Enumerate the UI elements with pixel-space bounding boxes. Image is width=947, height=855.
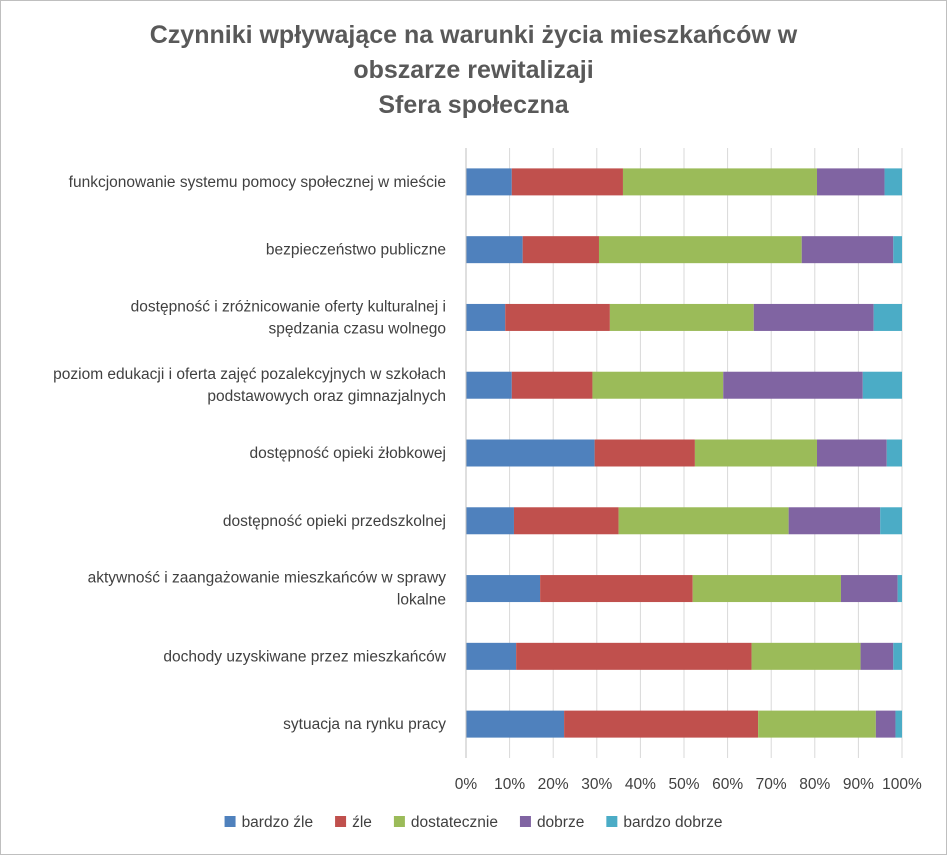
bar-segment-7-1 (516, 642, 752, 670)
x-tick-label: 40% (625, 776, 656, 793)
bar-segment-0-2 (622, 168, 817, 196)
category-label: podstawowych oraz gimnazjalnych (207, 388, 446, 405)
bar-segment-0-0 (466, 168, 512, 196)
bar-segment-7-3 (860, 642, 894, 670)
bar-segment-5-3 (788, 507, 881, 535)
x-tick-label: 10% (494, 776, 525, 793)
bar-segment-0-3 (816, 168, 885, 196)
bar-segment-4-1 (594, 439, 695, 467)
bar-segment-5-1 (513, 507, 619, 535)
bar-segment-2-1 (505, 303, 610, 331)
bar-segment-4-3 (816, 439, 887, 467)
chart-title-line-2: obszarze rewitalizaji (353, 56, 594, 84)
bar-segment-3-1 (511, 371, 593, 399)
legend-label: dobrze (537, 814, 584, 831)
x-tick-label: 80% (799, 776, 830, 793)
bar-segment-6-1 (540, 575, 693, 603)
bar-segment-5-4 (880, 507, 902, 535)
category-label: bezpieczeństwo publiczne (266, 242, 446, 259)
bar-segment-3-4 (862, 371, 902, 399)
legend-swatch (606, 816, 618, 827)
legend-swatch (393, 816, 405, 827)
bar-segment-6-0 (466, 575, 541, 603)
bar-segment-8-3 (875, 710, 896, 738)
legend-label: źle (352, 814, 372, 831)
legend-label: dostatecznie (411, 814, 498, 831)
bar-segment-6-3 (840, 575, 898, 603)
x-tick-label: 70% (756, 776, 787, 793)
legend-swatch (335, 816, 347, 827)
bar-segment-7-4 (893, 642, 902, 670)
category-label: poziom edukacji i oferta zajęć pozalekcy… (53, 366, 446, 383)
bar-segment-4-0 (466, 439, 595, 467)
bar-segment-7-2 (751, 642, 861, 670)
chart-title-line-1: Czynniki wpływające na warunki życia mie… (149, 21, 798, 49)
bar-segment-8-1 (564, 710, 759, 738)
bar-segment-2-2 (609, 303, 754, 331)
category-label: funkcjonowanie systemu pomocy społecznej… (69, 174, 446, 191)
category-label: dostępność i zróżnicowanie oferty kultur… (131, 298, 446, 315)
bar-segment-1-3 (801, 236, 894, 264)
legend-label: bardzo dobrze (623, 814, 722, 831)
x-tick-label: 100% (882, 776, 922, 793)
bar-segment-1-1 (522, 236, 599, 264)
category-label: lokalne (397, 592, 446, 609)
bar-segment-8-0 (466, 710, 565, 738)
bar-segment-8-2 (758, 710, 876, 738)
x-tick-label: 60% (712, 776, 743, 793)
x-tick-label: 90% (843, 776, 874, 793)
category-label: dochody uzyskiwane przez mieszkańców (163, 648, 446, 665)
bar-segment-4-2 (694, 439, 817, 467)
category-label: aktywność i zaangażowanie mieszkańców w … (88, 570, 447, 587)
bar-segment-3-2 (592, 371, 724, 399)
bar-segment-4-4 (886, 439, 902, 467)
bar-segment-0-4 (884, 168, 902, 196)
category-label: sytuacja na rynku pracy (283, 716, 446, 733)
bar-segment-8-4 (895, 710, 902, 738)
legend-swatch (519, 816, 531, 827)
category-label: dostępność opieki przedszkolnej (223, 513, 446, 530)
legend-label: bardzo źle (242, 814, 314, 831)
bar-segment-1-4 (893, 236, 902, 264)
category-label: spędzania czasu wolnego (268, 320, 446, 337)
category-label: dostępność opieki żłobkowej (250, 445, 446, 462)
bar-segment-5-2 (618, 507, 789, 535)
bar-segment-5-0 (466, 507, 514, 535)
x-tick-label: 50% (668, 776, 699, 793)
chart-title: Czynniki wpływające na warunki życia mie… (0, 18, 947, 123)
bar-segment-3-0 (466, 371, 512, 399)
bar-segment-2-4 (873, 303, 902, 331)
bar-segment-0-1 (511, 168, 623, 196)
bar-segment-2-3 (753, 303, 874, 331)
x-tick-label: 0% (455, 776, 478, 793)
bar-segment-1-0 (466, 236, 523, 264)
legend-swatch (224, 816, 236, 827)
x-tick-label: 30% (581, 776, 612, 793)
bar-segment-6-2 (692, 575, 841, 603)
chart-title-line-3: Sfera społeczna (378, 91, 569, 119)
bar-segment-2-0 (466, 303, 506, 331)
bar-segment-7-0 (466, 642, 517, 670)
bar-segment-1-2 (598, 236, 802, 264)
x-tick-label: 20% (538, 776, 569, 793)
bar-segment-6-4 (897, 575, 902, 603)
bar-segment-3-3 (723, 371, 863, 399)
